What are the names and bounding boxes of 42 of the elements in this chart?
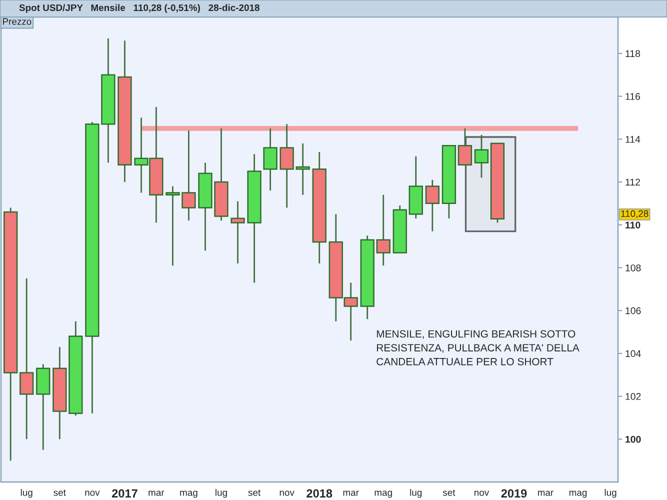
x-tick-label: set [248, 490, 261, 496]
x-tick-label: lug [216, 488, 227, 498]
y-tick-label: 116 [626, 93, 640, 100]
candlestick [230, 200, 245, 264]
x-tick-label: mar [538, 490, 554, 496]
x-tick-label: mar [343, 490, 359, 496]
y-tick-label: 112 [626, 178, 640, 186]
candlestick [425, 179, 440, 232]
candlestick [474, 134, 489, 178]
x-tick-label: nov [280, 490, 294, 496]
x-tick-label: lug [20, 488, 32, 498]
y-tick-label: 118 [626, 50, 640, 58]
x-tick-label: lug [604, 488, 616, 498]
y-tick-label: 106 [626, 307, 641, 314]
candlestick [296, 142, 310, 196]
x-tick-label: lug [410, 488, 422, 498]
chart-title: Spot USD/JPY Mensile 110,28 (-0,51%) 28-dic-2018 [19, 4, 260, 13]
y-tick-label: 110 [626, 222, 640, 228]
x-tick-label: mag [180, 490, 198, 498]
candlestick [376, 194, 390, 266]
annotation: MENSILE, ENGULFING BEARISH SOTTO RESISTENZA, PULLBACK A META' DELLA CANDELA ATTUALE PER LO SHORT [376, 330, 580, 366]
y-tick-label: 104 [626, 350, 641, 358]
y-tick-label: 108 [626, 264, 641, 272]
y-tick-label: 114 [626, 136, 640, 143]
y-axis-title: Prezzo [3, 18, 32, 25]
x-tick-label: mar [148, 490, 164, 496]
x-tick-label: 2017 [112, 489, 138, 498]
x-tick-label: nov [85, 490, 100, 496]
y-tick-label: 102 [626, 393, 641, 400]
y-tick-label: 100 [626, 436, 641, 443]
x-tick-label: 2018 [306, 489, 332, 498]
x-tick-label: nov [474, 490, 490, 496]
x-tick-label: mag [569, 490, 587, 498]
x-tick-label: 2019 [501, 489, 527, 498]
candlestick [20, 278, 34, 440]
text: 110,28 [621, 210, 648, 218]
x-tick-label: set [442, 490, 456, 496]
candlestick [280, 123, 294, 208]
x-tick-label: set [54, 490, 66, 496]
candlestick [263, 128, 278, 192]
x-tick-label: mag [374, 490, 392, 498]
candlestick [458, 128, 472, 166]
